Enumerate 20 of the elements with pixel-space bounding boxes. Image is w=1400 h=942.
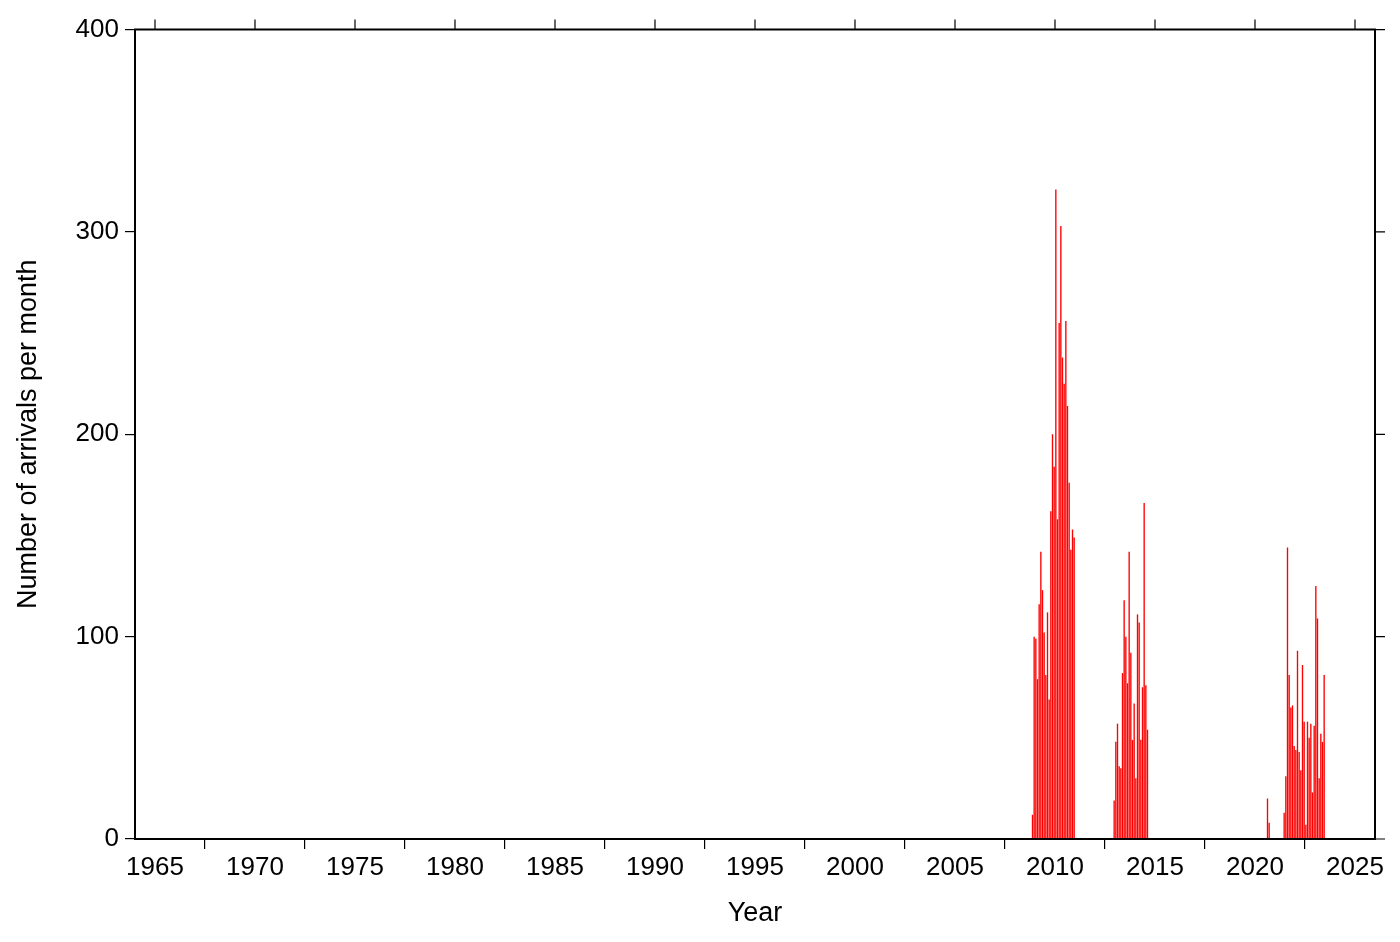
x-tick-label: 2010 xyxy=(1026,850,1084,881)
x-tick-label: 1975 xyxy=(326,850,384,881)
y-tick-label: 0 xyxy=(104,822,119,853)
x-tick-label: 2020 xyxy=(1226,850,1284,881)
x-tick-label: 1995 xyxy=(726,850,784,881)
x-tick-label: 2005 xyxy=(926,850,984,881)
x-tick-label: 1965 xyxy=(126,850,184,881)
y-axis-title: Number of arrivals per month xyxy=(11,259,42,610)
x-axis-title: Year xyxy=(727,897,783,928)
y-tick-label: 400 xyxy=(75,12,119,43)
x-tick-label: 1990 xyxy=(626,850,684,881)
x-tick-label: 2025 xyxy=(1326,850,1384,881)
y-tick-label: 100 xyxy=(75,619,119,650)
x-tick-label: 2015 xyxy=(1126,850,1184,881)
y-tick-label: 300 xyxy=(75,215,119,246)
x-tick-label: 2000 xyxy=(826,850,884,881)
x-tick-label: 1980 xyxy=(426,850,484,881)
x-tick-label: 1970 xyxy=(226,850,284,881)
y-tick-label: 200 xyxy=(75,417,119,448)
x-tick-label: 1985 xyxy=(526,850,584,881)
